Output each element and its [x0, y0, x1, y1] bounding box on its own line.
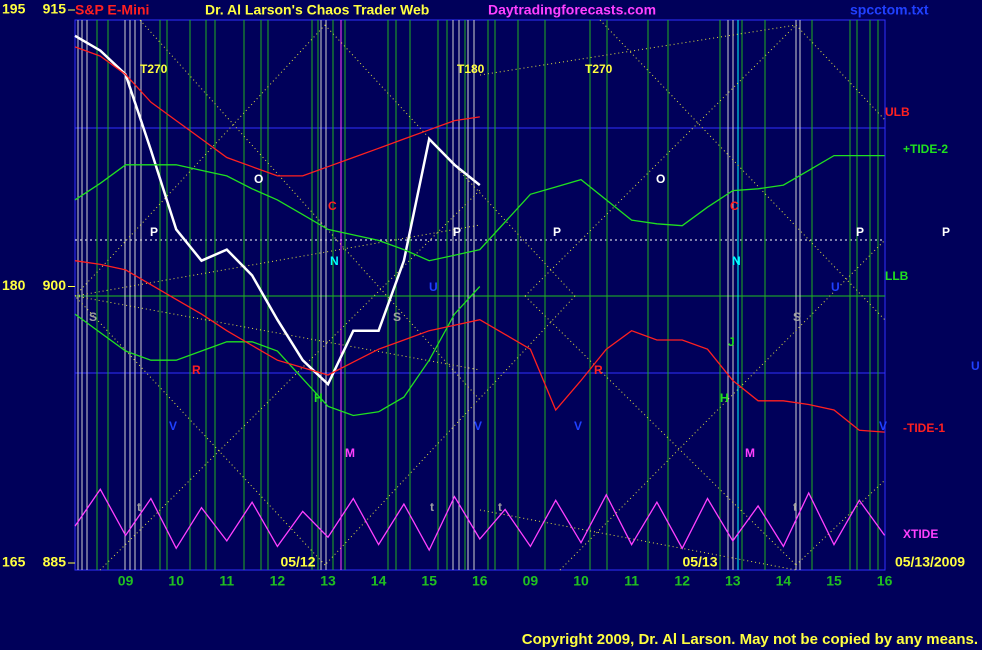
annotation: V [474, 419, 482, 433]
geometry-line [599, 19, 886, 321]
y2-tick-label: 180 [2, 277, 26, 293]
annotation: P [150, 225, 158, 239]
x-tick-label: 16 [877, 573, 893, 589]
annotation: M [345, 446, 355, 460]
geometry-line [74, 224, 481, 297]
geometry-line [74, 24, 326, 297]
x-tick-label: 16 [472, 573, 488, 589]
annotation: V [574, 419, 582, 433]
series-label: XTIDE [903, 527, 938, 541]
series-line [74, 286, 481, 417]
x-tick-label: 13 [320, 573, 336, 589]
series-label: LLB [885, 269, 909, 283]
annotation: N [732, 254, 741, 268]
annotation: T270 [140, 62, 168, 76]
series-label: ULB [885, 105, 910, 119]
annotation: O [656, 172, 665, 186]
geometry-line [99, 189, 481, 571]
annotation: J [728, 335, 735, 349]
x-tick-label: 11 [219, 573, 234, 589]
annotation: O [254, 172, 263, 186]
series-line [74, 260, 885, 433]
annotation: U [831, 280, 840, 294]
series-line [74, 154, 885, 262]
geometry-line [139, 19, 481, 401]
annotation: H [720, 391, 729, 405]
decor [74, 19, 886, 571]
geometry-line [74, 295, 481, 371]
annotation: U [971, 359, 980, 373]
annotation: S [393, 310, 401, 324]
date-label: 05/13 [682, 554, 717, 570]
annotation: S [793, 310, 801, 324]
annotation: P [553, 225, 561, 239]
annotation: P [453, 225, 461, 239]
annotation: T270 [585, 62, 613, 76]
series-label: -TIDE-1 [903, 421, 945, 435]
geometry-line [479, 509, 797, 571]
annotation: V [879, 419, 887, 433]
annotation: C [730, 199, 739, 213]
y2-tick-label: 165 [2, 554, 26, 570]
annotation: R [192, 363, 201, 377]
x-tick-label: 15 [826, 573, 842, 589]
annotation: N [330, 254, 339, 268]
date-label: 05/13/2009 [895, 554, 965, 570]
x-tick-label: 10 [168, 573, 184, 589]
series-line [74, 46, 480, 177]
date-label: 05/12 [280, 554, 315, 570]
annotation: t [498, 500, 502, 514]
x-tick-label: 09 [523, 573, 539, 589]
x-tick-label: 11 [624, 573, 639, 589]
annotation: t [793, 500, 797, 514]
plot-frame [74, 19, 886, 571]
series-line [74, 34, 481, 387]
annotation: P [942, 225, 950, 239]
y-tick-label: 885 [43, 554, 67, 570]
annotation: t [137, 500, 141, 514]
geometry-line [795, 479, 886, 566]
annotation: P [856, 225, 864, 239]
x-tick-label: 15 [421, 573, 437, 589]
chart-title: Dr. Al Larson's Chaos Trader Web [205, 2, 429, 18]
annotation: T180 [457, 62, 485, 76]
instrument: S&P E-Mini [75, 2, 149, 18]
site: Daytradingforecasts.com [488, 2, 656, 18]
x-tick-label: 09 [118, 573, 134, 589]
annotation: U [429, 280, 438, 294]
series-line [74, 488, 886, 552]
annotation: C [328, 199, 337, 213]
file-name: spcctom.txt [850, 2, 929, 18]
annotation: V [169, 419, 177, 433]
y-tick-label: 915 [43, 1, 67, 17]
y2-tick-label: 195 [2, 1, 26, 17]
annotation: S [89, 310, 97, 324]
annotation: t [430, 500, 434, 514]
x-tick-label: 13 [725, 573, 741, 589]
x-tick-label: 10 [573, 573, 589, 589]
y-tick-label: 900 [43, 277, 67, 293]
x-tick-label: 14 [776, 573, 792, 589]
x-tick-label: 12 [270, 573, 286, 589]
annotation: H [314, 391, 323, 405]
x-tick-label: 12 [674, 573, 690, 589]
copyright: Copyright 2009, Dr. Al Larson. May not b… [522, 631, 978, 648]
x-tick-label: 14 [371, 573, 387, 589]
series-label: +TIDE-2 [903, 142, 948, 156]
geometry-line [795, 24, 886, 121]
annotation: R [594, 363, 603, 377]
annotation: M [745, 446, 755, 460]
